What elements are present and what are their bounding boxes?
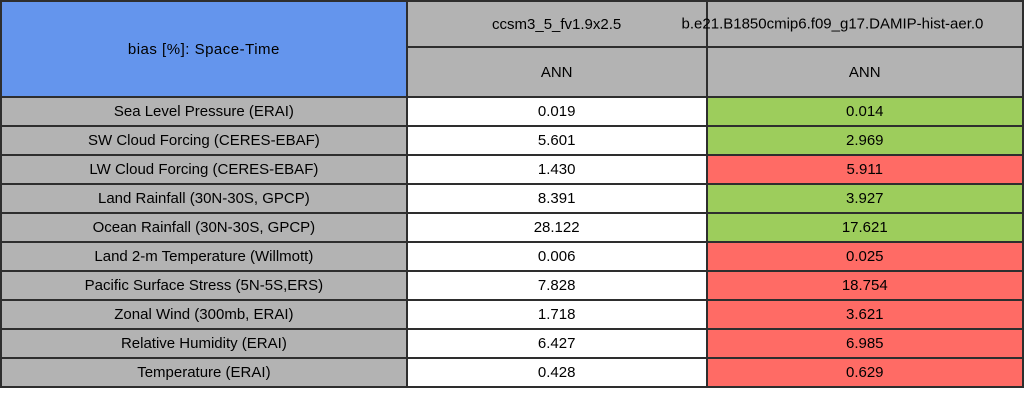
metric-value-model1: 8.391: [405, 183, 708, 214]
metric-label: SW Cloud Forcing (CERES-EBAF): [0, 125, 408, 156]
model-header-2: b.e21.B1850cmip6.f09_g17.DAMIP-hist-aer.…: [682, 0, 1024, 48]
table-row: Sea Level Pressure (ERAI) 0.019 0.014: [0, 96, 1024, 127]
season-header-2: ANN: [705, 46, 1024, 98]
metric-label: Land 2-m Temperature (Willmott): [0, 241, 408, 272]
metric-value-model1: 0.428: [405, 357, 708, 388]
model-header-2-label: b.e21.B1850cmip6.f09_g17.DAMIP-hist-aer.…: [681, 15, 984, 33]
metric-label: LW Cloud Forcing (CERES-EBAF): [0, 154, 408, 185]
table-row: Pacific Surface Stress (5N-5S,ERS) 7.828…: [0, 270, 1024, 301]
metric-value-model1: 28.122: [405, 212, 708, 243]
table-row: Zonal Wind (300mb, ERAI) 1.718 3.621: [0, 299, 1024, 330]
metric-label: Temperature (ERAI): [0, 357, 408, 388]
table-row: LW Cloud Forcing (CERES-EBAF) 1.430 5.91…: [0, 154, 1024, 185]
metric-value-model2: 0.014: [705, 96, 1024, 127]
metric-value-model2: 3.621: [705, 299, 1024, 330]
bias-metrics-table: bias [%]: Space-Time ccsm3_5_fv1.9x2.5 b…: [0, 0, 1024, 388]
table-row: Ocean Rainfall (30N-30S, GPCP) 28.122 17…: [0, 212, 1024, 243]
metric-value-model2: 0.629: [705, 357, 1024, 388]
metric-value-model2: 5.911: [705, 154, 1024, 185]
metric-value-model1: 0.019: [405, 96, 708, 127]
table-row: Land Rainfall (30N-30S, GPCP) 8.391 3.92…: [0, 183, 1024, 214]
metric-value-model2: 2.969: [705, 125, 1024, 156]
model-header-row: bias [%]: Space-Time ccsm3_5_fv1.9x2.5 b…: [0, 0, 1024, 98]
metric-value-model2: 0.025: [705, 241, 1024, 272]
metric-label: Pacific Surface Stress (5N-5S,ERS): [0, 270, 408, 301]
metric-label: Ocean Rainfall (30N-30S, GPCP): [0, 212, 408, 243]
metric-label: Relative Humidity (ERAI): [0, 328, 408, 359]
table-row: Land 2-m Temperature (Willmott) 0.006 0.…: [0, 241, 1024, 272]
model-header-1: ccsm3_5_fv1.9x2.5: [405, 0, 708, 48]
metric-label: Land Rainfall (30N-30S, GPCP): [0, 183, 408, 214]
metric-value-model1: 0.006: [405, 241, 708, 272]
metric-value-model1: 1.718: [405, 299, 708, 330]
metric-label: Sea Level Pressure (ERAI): [0, 96, 408, 127]
season-header-row: ANN ANN: [1, 46, 1024, 98]
metric-value-model1: 7.828: [405, 270, 708, 301]
table-row: Temperature (ERAI) 0.428 0.629: [0, 357, 1024, 388]
metric-value-model1: 5.601: [405, 125, 708, 156]
season-header-1: ANN: [405, 46, 708, 98]
metric-value-model1: 1.430: [405, 154, 708, 185]
table-row: SW Cloud Forcing (CERES-EBAF) 5.601 2.96…: [0, 125, 1024, 156]
metric-value-model2: 18.754: [705, 270, 1024, 301]
table-row: Relative Humidity (ERAI) 6.427 6.985: [0, 328, 1024, 359]
metric-value-model2: 6.985: [705, 328, 1024, 359]
metric-label: Zonal Wind (300mb, ERAI): [0, 299, 408, 330]
metric-value-model1: 6.427: [405, 328, 708, 359]
table-title: bias [%]: Space-Time: [0, 0, 408, 98]
metric-value-model2: 17.621: [705, 212, 1024, 243]
metric-value-model2: 3.927: [705, 183, 1024, 214]
